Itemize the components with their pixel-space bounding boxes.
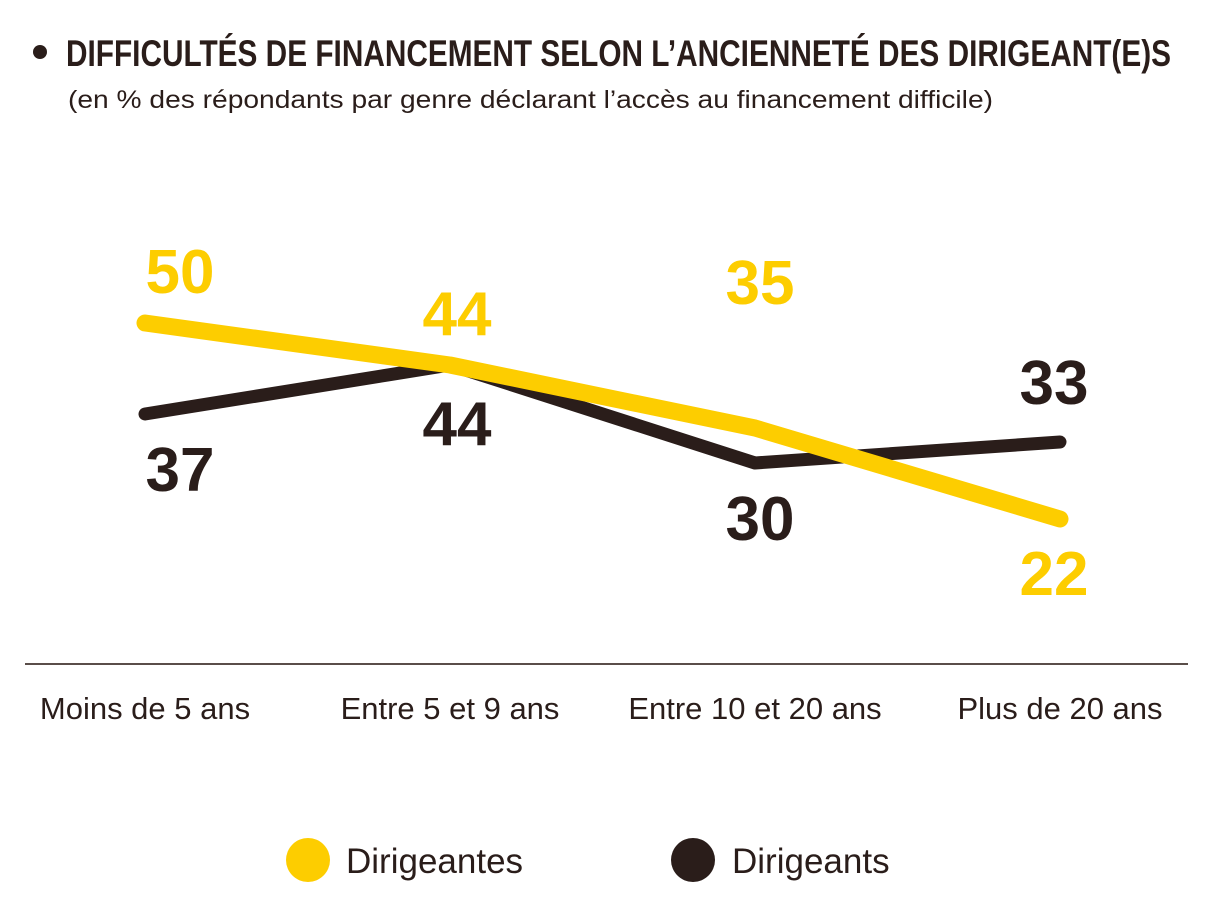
legend-item-dirigeants: Dirigeants <box>671 838 890 882</box>
category-label: Plus de 20 ans <box>957 691 1162 726</box>
legend-label-dirigeantes: Dirigeantes <box>346 842 523 881</box>
title-bullet <box>33 45 47 59</box>
data-label-dirigeantes: 50 <box>146 238 215 307</box>
category-label: Moins de 5 ans <box>40 691 250 726</box>
chart-title: DIFFICULTÉS DE FINANCEMENT SELON L’ANCIE… <box>66 33 1171 74</box>
series-line-dirigeantes <box>136 314 1069 528</box>
series-line-dirigeants <box>138 358 1067 470</box>
legend-swatch-dirigeantes <box>286 838 330 882</box>
legend-label-dirigeants: Dirigeants <box>732 842 890 881</box>
legend-swatch-dirigeants <box>671 838 715 882</box>
series-layer <box>136 314 1069 528</box>
category-label: Entre 10 et 20 ans <box>628 691 881 726</box>
data-label-dirigeantes: 44 <box>423 280 492 349</box>
data-label-dirigeants: 37 <box>146 436 215 505</box>
data-label-dirigeantes: 22 <box>1020 540 1089 609</box>
data-label-dirigeants: 33 <box>1020 349 1089 418</box>
data-label-dirigeantes: 35 <box>726 249 795 318</box>
category-label: Entre 5 et 9 ans <box>341 691 560 726</box>
legend-item-dirigeantes: Dirigeantes <box>286 838 523 882</box>
data-label-dirigeants: 44 <box>423 390 492 459</box>
legend: Dirigeantes Dirigeants <box>286 838 890 882</box>
category-labels: Moins de 5 ans Entre 5 et 9 ans Entre 10 e… <box>40 691 1163 726</box>
data-labels: 50 44 35 22 37 44 30 33 <box>146 238 1089 609</box>
data-label-dirigeants: 30 <box>726 485 795 554</box>
chart-subtitle: (en % des répondants par genre déclarant… <box>68 86 993 114</box>
